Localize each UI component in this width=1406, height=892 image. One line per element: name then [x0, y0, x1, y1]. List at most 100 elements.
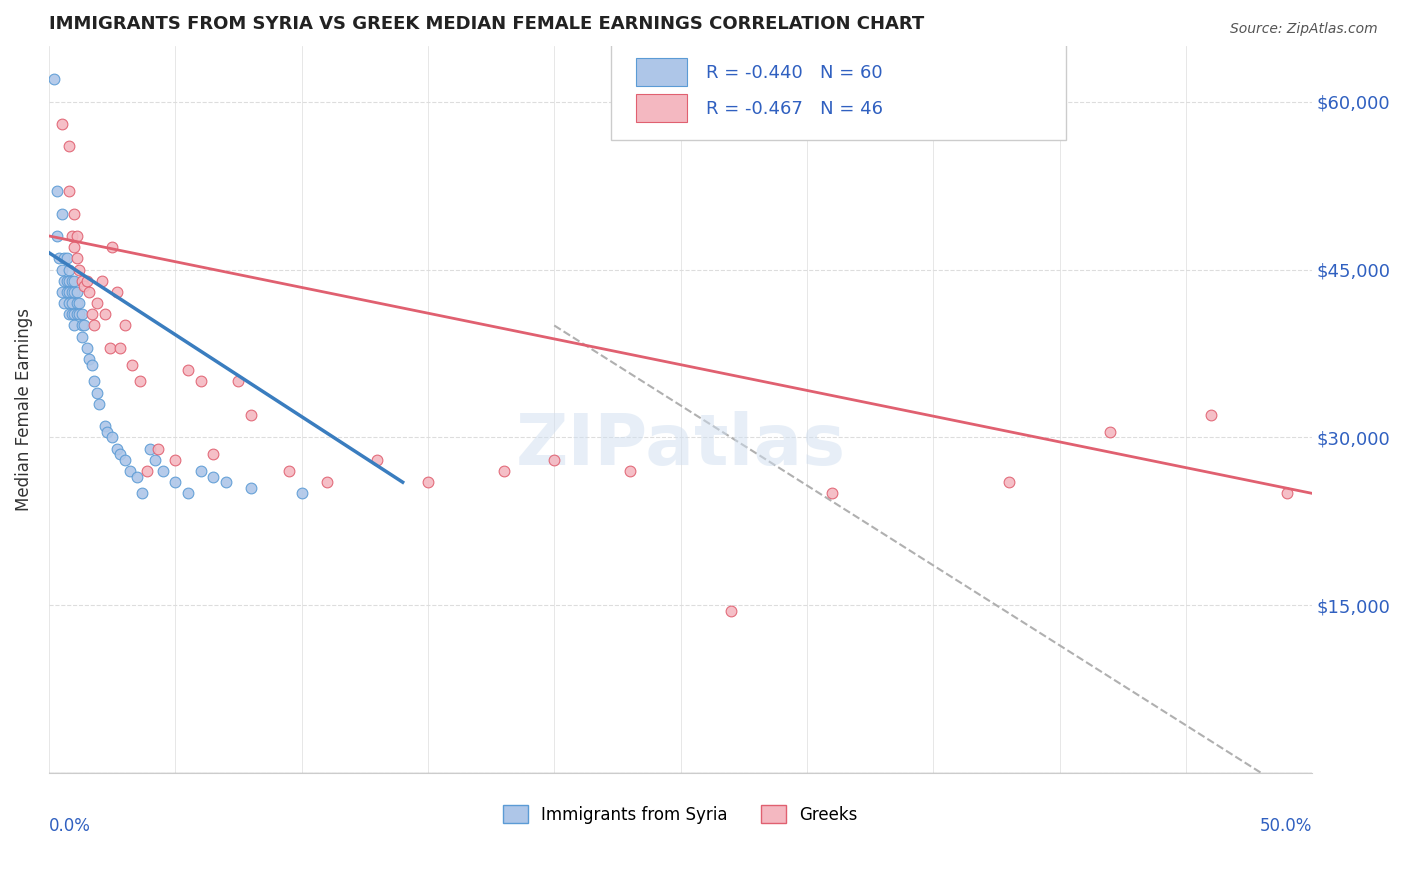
- Point: [93, 307, 115, 321]
- Point: [45, 184, 67, 198]
- Point: [51, 117, 73, 131]
- Point: [55, 274, 77, 288]
- Point: [127, 469, 149, 483]
- Point: [63, 285, 86, 299]
- Point: [83, 318, 105, 333]
- Point: [136, 464, 159, 478]
- Point: [121, 358, 143, 372]
- Text: IMMIGRANTS FROM SYRIA VS GREEK MEDIAN FEMALE EARNINGS CORRELATION CHART: IMMIGRANTS FROM SYRIA VS GREEK MEDIAN FE…: [49, 15, 924, 33]
- FancyBboxPatch shape: [637, 95, 688, 122]
- FancyBboxPatch shape: [637, 58, 688, 86]
- Point: [42, 72, 65, 87]
- Point: [70, 307, 93, 321]
- Point: [67, 307, 90, 321]
- Point: [91, 274, 114, 288]
- Point: [58, 285, 80, 299]
- Point: [63, 307, 86, 321]
- Point: [108, 341, 131, 355]
- Point: [1275, 486, 1298, 500]
- Point: [998, 475, 1021, 490]
- Point: [190, 375, 212, 389]
- Point: [55, 285, 77, 299]
- Point: [129, 375, 152, 389]
- Point: [58, 139, 80, 153]
- Point: [73, 279, 96, 293]
- Text: 0.0%: 0.0%: [49, 817, 91, 835]
- Text: 50.0%: 50.0%: [1260, 817, 1312, 835]
- Point: [86, 296, 108, 310]
- Point: [53, 274, 76, 288]
- Point: [315, 475, 337, 490]
- Point: [101, 240, 124, 254]
- Point: [53, 252, 76, 266]
- Point: [291, 486, 314, 500]
- Point: [58, 296, 80, 310]
- Text: R = -0.440   N = 60: R = -0.440 N = 60: [706, 63, 883, 81]
- Point: [492, 464, 515, 478]
- Point: [240, 481, 263, 495]
- FancyBboxPatch shape: [612, 42, 1066, 140]
- Point: [202, 447, 225, 461]
- Point: [58, 274, 80, 288]
- Point: [66, 229, 89, 244]
- Point: [165, 475, 187, 490]
- Point: [139, 442, 162, 456]
- Point: [70, 318, 93, 333]
- Point: [76, 274, 98, 288]
- Point: [60, 307, 83, 321]
- Point: [165, 452, 187, 467]
- Point: [619, 464, 641, 478]
- Point: [143, 452, 166, 467]
- Point: [63, 240, 86, 254]
- Point: [80, 307, 103, 321]
- Point: [45, 229, 67, 244]
- Point: [51, 285, 73, 299]
- Point: [58, 307, 80, 321]
- Point: [66, 296, 89, 310]
- Point: [105, 442, 128, 456]
- Point: [60, 229, 83, 244]
- Point: [48, 252, 70, 266]
- Point: [146, 442, 169, 456]
- Point: [228, 375, 250, 389]
- Point: [215, 475, 238, 490]
- Text: R = -0.467   N = 46: R = -0.467 N = 46: [706, 100, 883, 118]
- Point: [720, 604, 742, 618]
- Point: [60, 274, 83, 288]
- Point: [73, 318, 96, 333]
- Point: [177, 363, 200, 377]
- Point: [177, 486, 200, 500]
- Point: [79, 352, 101, 367]
- Point: [98, 341, 121, 355]
- Point: [89, 397, 111, 411]
- Point: [58, 184, 80, 198]
- Point: [240, 408, 263, 422]
- Point: [63, 318, 86, 333]
- Point: [66, 307, 89, 321]
- Point: [63, 274, 86, 288]
- Point: [1199, 408, 1222, 422]
- Point: [105, 285, 128, 299]
- Point: [101, 430, 124, 444]
- Point: [58, 262, 80, 277]
- Point: [63, 206, 86, 220]
- Point: [70, 329, 93, 343]
- Point: [190, 464, 212, 478]
- Point: [55, 252, 77, 266]
- Point: [60, 296, 83, 310]
- Point: [131, 486, 153, 500]
- Point: [1098, 425, 1121, 439]
- Point: [76, 341, 98, 355]
- Point: [108, 447, 131, 461]
- Point: [70, 274, 93, 288]
- Point: [114, 318, 136, 333]
- Point: [543, 452, 565, 467]
- Point: [821, 486, 844, 500]
- Point: [80, 358, 103, 372]
- Point: [83, 375, 105, 389]
- Text: ZIPatlas: ZIPatlas: [516, 411, 845, 480]
- Point: [96, 425, 118, 439]
- Point: [278, 464, 301, 478]
- Point: [67, 262, 90, 277]
- Point: [416, 475, 439, 490]
